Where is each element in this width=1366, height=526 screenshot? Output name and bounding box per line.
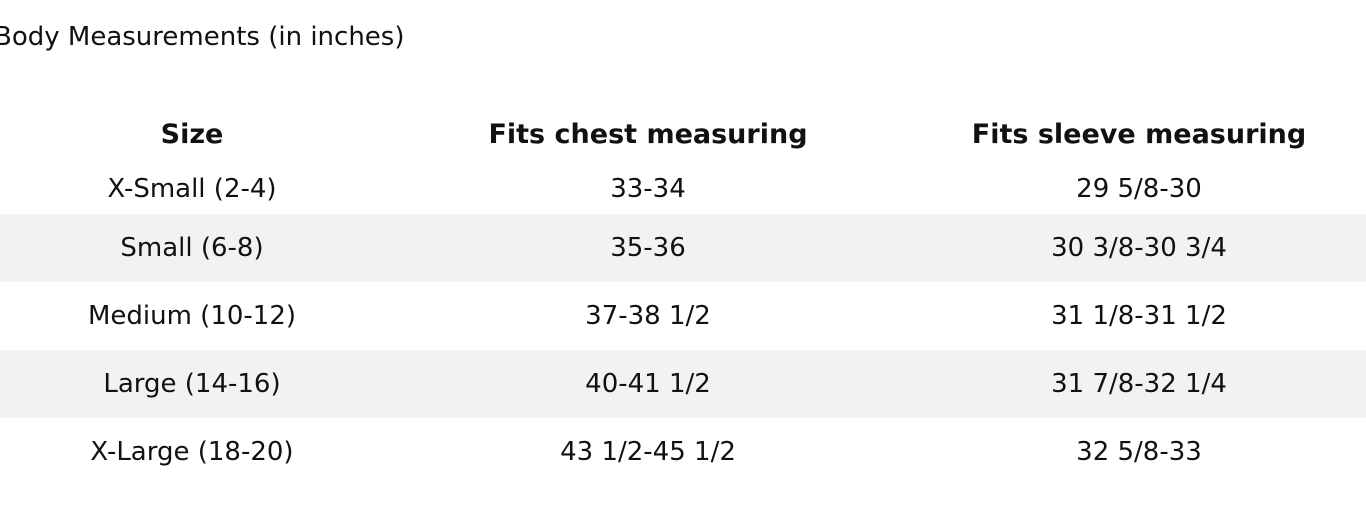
table-cell: 37-38 1/2 bbox=[585, 301, 711, 331]
table-cell: Medium (10-12) bbox=[87, 301, 297, 331]
table-cell: 43 1/2-45 1/2 bbox=[560, 437, 736, 467]
table-row: X-Large (18-20) 43 1/2-45 1/2 32 5/8-33 bbox=[0, 418, 1366, 486]
table-cell: Large (14-16) bbox=[103, 369, 281, 399]
size-table: Size Fits chest measuring Fits sleeve meas… bbox=[0, 104, 1366, 486]
title: Body Measurements (in inches) bbox=[0, 22, 405, 52]
table-cell: 32 5/8-33 bbox=[1076, 437, 1202, 467]
table-cell: Small (6-8) bbox=[120, 233, 264, 263]
table-row: Medium (10-12) 37-38 1/2 31 1/8-31 1/2 bbox=[0, 282, 1366, 350]
table-cell: 40-41 1/2 bbox=[585, 369, 711, 399]
column-header: Fits sleeve measuring bbox=[971, 118, 1307, 150]
column-header: Fits chest measuring bbox=[488, 118, 808, 150]
table-cell: 29 5/8-30 bbox=[1076, 174, 1202, 204]
column-header: Size bbox=[160, 118, 224, 150]
table-cell: 31 1/8-31 1/2 bbox=[1051, 301, 1227, 331]
table-cell: X-Large (18-20) bbox=[90, 437, 294, 467]
table-body: X-Small (2-4) 33-34 29 5/8-30 Small (6-8) 35… bbox=[0, 164, 1366, 486]
table-cell: 33-34 bbox=[610, 174, 686, 204]
table-row: Large (14-16) 40-41 1/2 31 7/8-32 1/4 bbox=[0, 350, 1366, 418]
table-cell: 31 7/8-32 1/4 bbox=[1051, 369, 1227, 399]
header-row: Size Fits chest measuring Fits sleeve meas… bbox=[0, 104, 1366, 164]
table-row: X-Small (2-4) 33-34 29 5/8-30 bbox=[0, 164, 1366, 214]
table-cell: X-Small (2-4) bbox=[107, 174, 277, 204]
table-cell: 30 3/8-30 3/4 bbox=[1051, 233, 1227, 263]
table-cell: 35-36 bbox=[610, 233, 686, 263]
table-row: Small (6-8) 35-36 30 3/8-30 3/4 bbox=[0, 214, 1366, 282]
